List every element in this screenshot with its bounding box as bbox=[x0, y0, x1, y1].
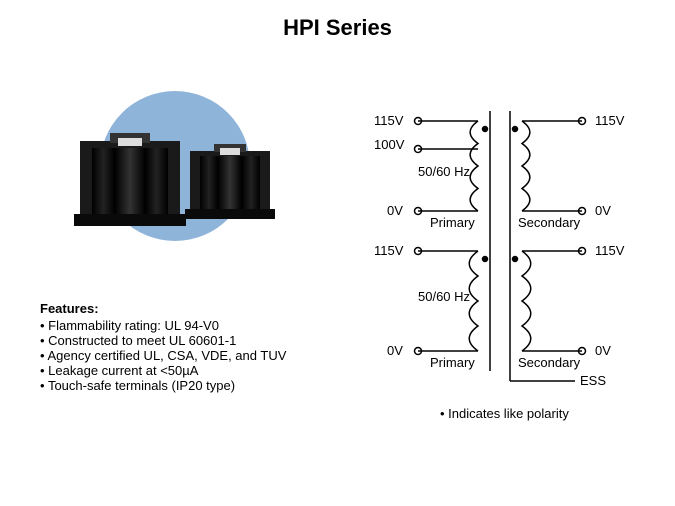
transformer-schematic: 115V 0V 100V 50/60 Hz Primary 115V 0V Secondary… bbox=[350, 91, 650, 421]
voltage-label: 0V bbox=[387, 203, 403, 218]
ess-label: ESS bbox=[580, 373, 606, 388]
voltage-label: 0V bbox=[595, 343, 611, 358]
transformer-small-icon bbox=[190, 151, 270, 219]
features-block: Features: Flammability rating: UL 94-V0 … bbox=[40, 301, 350, 393]
winding-name: Primary bbox=[430, 215, 475, 230]
features-heading: Features: bbox=[40, 301, 350, 316]
polarity-footnote: • Indicates like polarity bbox=[440, 406, 569, 421]
winding-name: Secondary bbox=[518, 355, 580, 370]
transformer-large-icon bbox=[80, 141, 180, 226]
right-column: 115V 0V 100V 50/60 Hz Primary 115V 0V Secondary… bbox=[350, 61, 655, 421]
left-column: Features: Flammability rating: UL 94-V0 … bbox=[20, 61, 350, 421]
voltage-label: 0V bbox=[595, 203, 611, 218]
voltage-label: 115V bbox=[374, 243, 403, 258]
voltage-label: 115V bbox=[374, 113, 403, 128]
feature-item: Leakage current at <50µA bbox=[40, 363, 350, 378]
content-area: Features: Flammability rating: UL 94-V0 … bbox=[0, 41, 675, 421]
freq-label: 50/60 Hz bbox=[418, 164, 470, 179]
feature-item: Touch-safe terminals (IP20 type) bbox=[40, 378, 350, 393]
voltage-label: 100V bbox=[374, 137, 404, 152]
voltage-label: 0V bbox=[387, 343, 403, 358]
product-photo bbox=[45, 91, 305, 261]
winding-name: Primary bbox=[430, 355, 475, 370]
freq-label: 50/60 Hz bbox=[418, 289, 470, 304]
winding-name: Secondary bbox=[518, 215, 580, 230]
page-title: HPI Series bbox=[0, 0, 675, 41]
voltage-label: 115V bbox=[595, 113, 624, 128]
feature-item: Agency certified UL, CSA, VDE, and TUV bbox=[40, 348, 350, 363]
feature-item: Constructed to meet UL 60601-1 bbox=[40, 333, 350, 348]
features-list: Flammability rating: UL 94-V0 Constructe… bbox=[40, 318, 350, 393]
voltage-label: 115V bbox=[595, 243, 624, 258]
feature-item: Flammability rating: UL 94-V0 bbox=[40, 318, 350, 333]
